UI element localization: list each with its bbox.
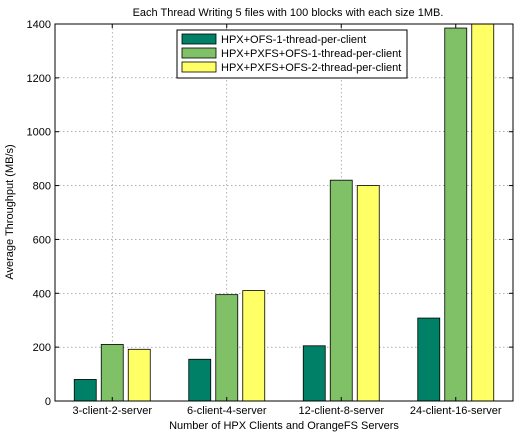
y-tick-label: 1200 (27, 73, 51, 85)
bar-3-12-client-8-server (356, 185, 380, 402)
x-tick-label: 12-client-8-server (298, 405, 384, 417)
legend-label-2: HPX+PXFS+OFS-1-thread-per-client (221, 48, 401, 60)
bar-3-6-client-4-server (242, 290, 266, 402)
y-tick-label: 600 (33, 234, 51, 246)
bar-1-24-client-16-server (417, 317, 441, 402)
legend: HPX+OFS-1-thread-per-client HPX+PXFS+OFS-… (176, 29, 408, 79)
plot-frame (54, 23, 514, 402)
legend-swatch-1 (181, 33, 217, 45)
bar-1-12-client-8-server (302, 345, 326, 402)
x-tick-label: 24-client-16-server (410, 405, 502, 417)
y-tick-label: 800 (33, 181, 51, 193)
y-tick-label: 400 (33, 288, 51, 300)
bar-3-24-client-16-server (471, 23, 495, 402)
y-axis-title: Average Throughput (MB/s) (4, 144, 16, 279)
y-tick-label: 1400 (27, 19, 51, 31)
x-tick-label: 6-client-4-server (187, 405, 267, 417)
plot-area (55, 24, 513, 401)
y-tick-label: 1000 (27, 127, 51, 139)
y-tick-label: 200 (33, 342, 51, 354)
y-tick-label: 0 (45, 396, 51, 408)
bar-2-3-client-2-server (100, 344, 124, 402)
bar-1-3-client-2-server (73, 379, 97, 402)
x-tick-label: 3-client-2-server (73, 405, 153, 417)
legend-swatch-2 (181, 47, 217, 59)
bar-2-24-client-16-server (444, 27, 468, 402)
bars-layer (73, 23, 495, 402)
legend-swatch-3 (181, 61, 217, 73)
bar-2-6-client-4-server (215, 294, 239, 402)
bar-1-6-client-4-server (188, 358, 212, 402)
bar-2-12-client-8-server (329, 179, 353, 402)
y-axis: 0 200 400 600 800 1000 1200 1400 (27, 19, 513, 408)
x-axis: 3-client-2-server 6-client-4-server 12-cli… (73, 24, 502, 417)
x-axis-title: Number of HPX Clients and OrangeFS Serve… (169, 420, 399, 432)
chart-title: Each Thread Writing 5 files with 100 blo… (133, 7, 444, 19)
bar-3-3-client-2-server (127, 348, 151, 402)
legend-label-1: HPX+OFS-1-thread-per-client (221, 34, 366, 46)
legend-label-3: HPX+PXFS+OFS-2-thread-per-client (221, 62, 401, 74)
